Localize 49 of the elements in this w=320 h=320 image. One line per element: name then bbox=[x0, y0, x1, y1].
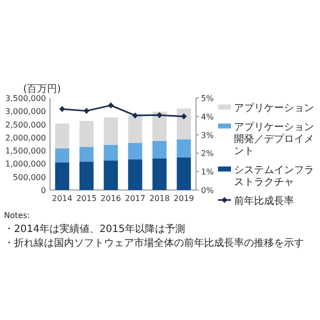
legend-label: アプリケーション開発／デプロイメント bbox=[234, 121, 314, 157]
bar bbox=[55, 123, 70, 148]
y-tick-label: 1,500,000 bbox=[5, 146, 46, 156]
bar bbox=[55, 162, 70, 190]
bar bbox=[104, 117, 118, 145]
bar bbox=[104, 160, 118, 190]
y-tick-label: 3,000,000 bbox=[5, 107, 46, 116]
x-tick-label: 2018 bbox=[149, 194, 170, 203]
bar bbox=[176, 157, 191, 190]
y2-tick-label: 3% bbox=[201, 130, 214, 140]
point bbox=[84, 108, 90, 114]
x-tick-label: 2015 bbox=[76, 194, 97, 203]
bar bbox=[128, 160, 142, 190]
y2-tick-label: 5% bbox=[201, 94, 214, 103]
x-tick-label: 2016 bbox=[100, 194, 122, 203]
y-tick-label: 3,500,000 bbox=[5, 94, 46, 103]
y-axis-title: (百万円) bbox=[23, 84, 61, 95]
annotations: Notes: ・2014年は実績値、2015年以降は予測 ・折れ線は国内ソフトウェア市場全体の前年比成長率の推移を示す bbox=[4, 211, 304, 249]
y2-tick-label: 1% bbox=[201, 168, 214, 177]
bar bbox=[128, 115, 142, 143]
y2-tick-label: 0% bbox=[201, 186, 214, 195]
y2-tick-label: 2% bbox=[201, 149, 214, 158]
bar bbox=[79, 120, 94, 147]
x-tick-label: 2017 bbox=[124, 194, 146, 203]
y2-tick-label: 4% bbox=[201, 112, 214, 122]
bar bbox=[79, 146, 94, 162]
bar bbox=[152, 112, 167, 141]
y-tick-label: 0 bbox=[40, 186, 46, 195]
bar bbox=[176, 108, 191, 140]
bar bbox=[176, 139, 191, 158]
point bbox=[156, 112, 162, 118]
y-tick-label: 2,000,000 bbox=[5, 133, 46, 142]
bar bbox=[128, 142, 142, 160]
y-tick-label: 500,000 bbox=[12, 172, 46, 182]
bar bbox=[152, 158, 167, 190]
bar bbox=[79, 162, 94, 190]
y-tick-label: 2,500,000 bbox=[5, 120, 46, 130]
legend-label: アプリケーション bbox=[234, 102, 314, 114]
point bbox=[108, 102, 114, 108]
x-tick-label: 2014 bbox=[52, 194, 72, 203]
point bbox=[59, 106, 66, 112]
legend-label: 前年比成長率 bbox=[234, 195, 294, 207]
bar bbox=[152, 140, 167, 158]
legend-label: システムインフラストラクチャ bbox=[234, 165, 314, 188]
bar bbox=[55, 148, 70, 162]
x-tick-label: 2019 bbox=[174, 194, 194, 203]
y-tick-label: 1,000,000 bbox=[5, 160, 46, 169]
point bbox=[132, 112, 138, 118]
bar bbox=[104, 144, 118, 161]
